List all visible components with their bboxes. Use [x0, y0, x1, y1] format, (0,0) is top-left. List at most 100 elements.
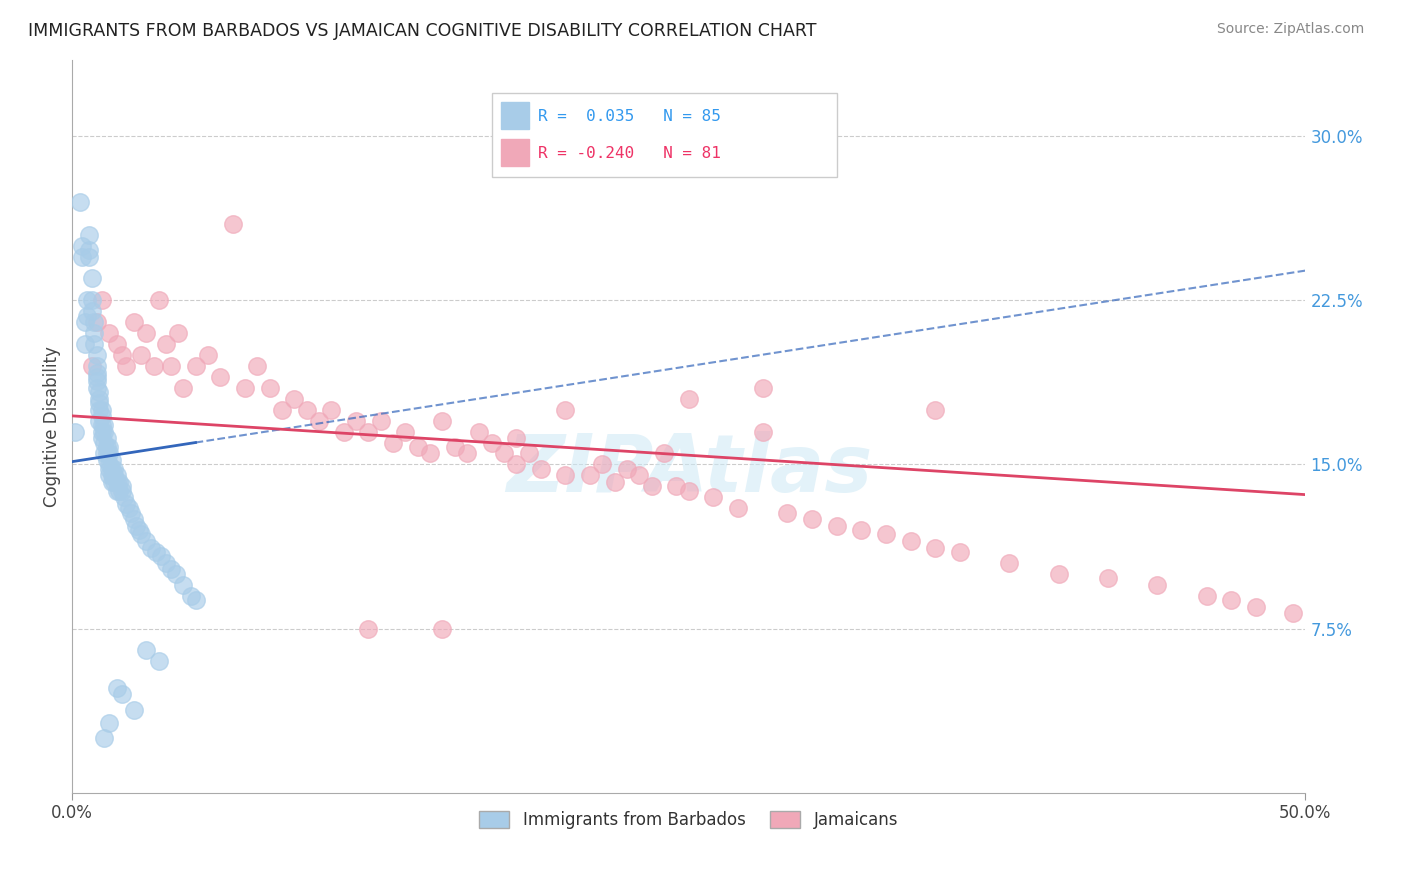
Point — [370, 414, 392, 428]
Point — [419, 446, 441, 460]
Point — [86, 370, 108, 384]
Text: R =  0.035   N = 85: R = 0.035 N = 85 — [538, 109, 721, 124]
Point — [89, 402, 111, 417]
Point — [105, 681, 128, 695]
Point — [1146, 578, 1168, 592]
Point — [105, 337, 128, 351]
Point — [105, 483, 128, 498]
Point — [1195, 589, 1218, 603]
Bar — [502, 138, 529, 167]
Point — [96, 431, 118, 445]
Point — [752, 381, 775, 395]
Point — [135, 534, 157, 549]
Point — [308, 414, 330, 428]
Point — [93, 731, 115, 745]
Bar — [502, 102, 529, 129]
Text: Source: ZipAtlas.com: Source: ZipAtlas.com — [1216, 22, 1364, 37]
Point — [115, 359, 138, 373]
Point — [110, 687, 132, 701]
Point — [79, 243, 101, 257]
Text: ZIPAtlas: ZIPAtlas — [506, 431, 872, 509]
Point — [86, 348, 108, 362]
Point — [73, 315, 96, 329]
Point — [76, 309, 98, 323]
Point — [89, 385, 111, 400]
Point — [86, 381, 108, 395]
Point — [80, 293, 103, 308]
Point — [90, 431, 112, 445]
Point — [93, 425, 115, 439]
Point — [924, 541, 946, 555]
Point — [665, 479, 688, 493]
Text: IMMIGRANTS FROM BARBADOS VS JAMAICAN COGNITIVE DISABILITY CORRELATION CHART: IMMIGRANTS FROM BARBADOS VS JAMAICAN COG… — [28, 22, 817, 40]
Point — [112, 490, 135, 504]
Point — [468, 425, 491, 439]
Point — [246, 359, 269, 373]
Point — [321, 402, 343, 417]
Point — [851, 523, 873, 537]
Point — [96, 453, 118, 467]
Point — [270, 402, 292, 417]
Point — [135, 326, 157, 340]
Point — [616, 462, 638, 476]
Point — [406, 440, 429, 454]
Point — [90, 409, 112, 424]
Point — [1047, 566, 1070, 581]
FancyBboxPatch shape — [492, 93, 837, 177]
Point — [530, 462, 553, 476]
Point — [80, 359, 103, 373]
Point — [517, 446, 540, 460]
Point — [90, 402, 112, 417]
Point — [825, 518, 848, 533]
Point — [221, 217, 243, 231]
Point — [93, 417, 115, 432]
Point — [86, 374, 108, 388]
Point — [678, 392, 700, 406]
Point — [394, 425, 416, 439]
Point — [344, 414, 367, 428]
Point — [295, 402, 318, 417]
Point — [579, 468, 602, 483]
Point — [160, 359, 183, 373]
Point — [120, 506, 142, 520]
Point — [105, 475, 128, 489]
Point — [184, 593, 207, 607]
Point — [135, 643, 157, 657]
Point — [481, 435, 503, 450]
Point — [100, 475, 122, 489]
Legend: Immigrants from Barbados, Jamaicans: Immigrants from Barbados, Jamaicans — [472, 804, 905, 836]
Point — [89, 414, 111, 428]
Point — [86, 359, 108, 373]
Point — [554, 468, 576, 483]
Point — [122, 512, 145, 526]
Text: R = -0.240   N = 81: R = -0.240 N = 81 — [538, 145, 721, 161]
Point — [110, 479, 132, 493]
Point — [83, 315, 105, 329]
Point — [98, 462, 121, 476]
Point — [702, 490, 724, 504]
Point — [145, 545, 167, 559]
Point — [110, 348, 132, 362]
Point — [641, 479, 664, 493]
Point — [141, 541, 163, 555]
Point — [949, 545, 972, 559]
Point — [430, 622, 453, 636]
Point — [209, 370, 232, 384]
Point — [1097, 571, 1119, 585]
Point — [165, 566, 187, 581]
Point — [148, 293, 170, 308]
Point — [110, 483, 132, 498]
Point — [233, 381, 256, 395]
Point — [172, 381, 194, 395]
Point — [98, 458, 121, 472]
Point — [900, 534, 922, 549]
Point — [89, 392, 111, 406]
Point — [155, 556, 177, 570]
Point — [80, 304, 103, 318]
Point — [90, 417, 112, 432]
Point — [197, 348, 219, 362]
Point — [430, 414, 453, 428]
Point — [727, 501, 749, 516]
Point — [652, 446, 675, 460]
Point — [167, 326, 190, 340]
